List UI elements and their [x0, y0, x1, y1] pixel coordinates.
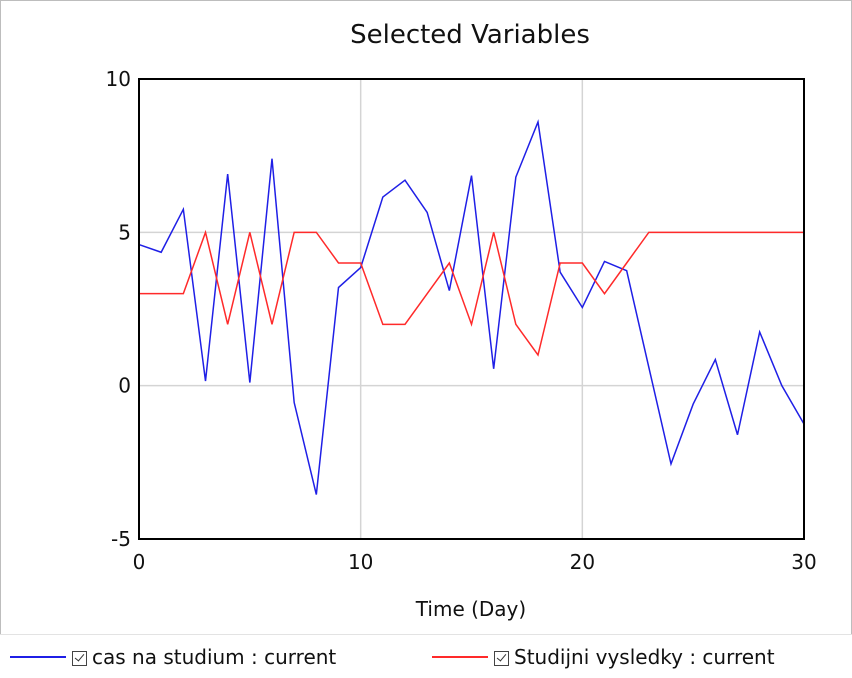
legend-swatch-blue [10, 656, 66, 658]
y-tick-label: 5 [118, 220, 131, 244]
series-line-studijni-vysledky [139, 229, 804, 357]
legend: cas na studium : current Studijni vysled… [0, 634, 852, 678]
legend-item-studijni-vysledky[interactable]: Studijni vysledky : current [432, 643, 775, 671]
legend-swatch-red [432, 656, 488, 658]
x-tick-label: 0 [133, 550, 146, 574]
legend-item-cas-na-studium[interactable]: cas na studium : current [10, 643, 336, 671]
x-tick-label: 20 [570, 550, 595, 574]
legend-label: Studijni vysledky : current [514, 645, 775, 669]
x-tick-label: 30 [791, 550, 816, 574]
x-axis-label: Time (Day) [415, 597, 526, 621]
legend-checkbox-icon[interactable] [72, 650, 87, 666]
legend-label: cas na studium : current [92, 645, 337, 669]
chart-title: Selected Variables [350, 20, 590, 50]
series-layer [138, 119, 805, 495]
y-tick-label: 10 [106, 67, 131, 91]
x-tick-label: 10 [348, 550, 373, 574]
grid-lines [139, 79, 804, 539]
legend-checkbox-icon[interactable] [494, 650, 509, 666]
series-line-cas-na-studium [138, 119, 805, 495]
plot-area-border [138, 78, 805, 540]
y-tick-label: -5 [111, 527, 131, 551]
y-tick-label: 0 [118, 374, 131, 398]
